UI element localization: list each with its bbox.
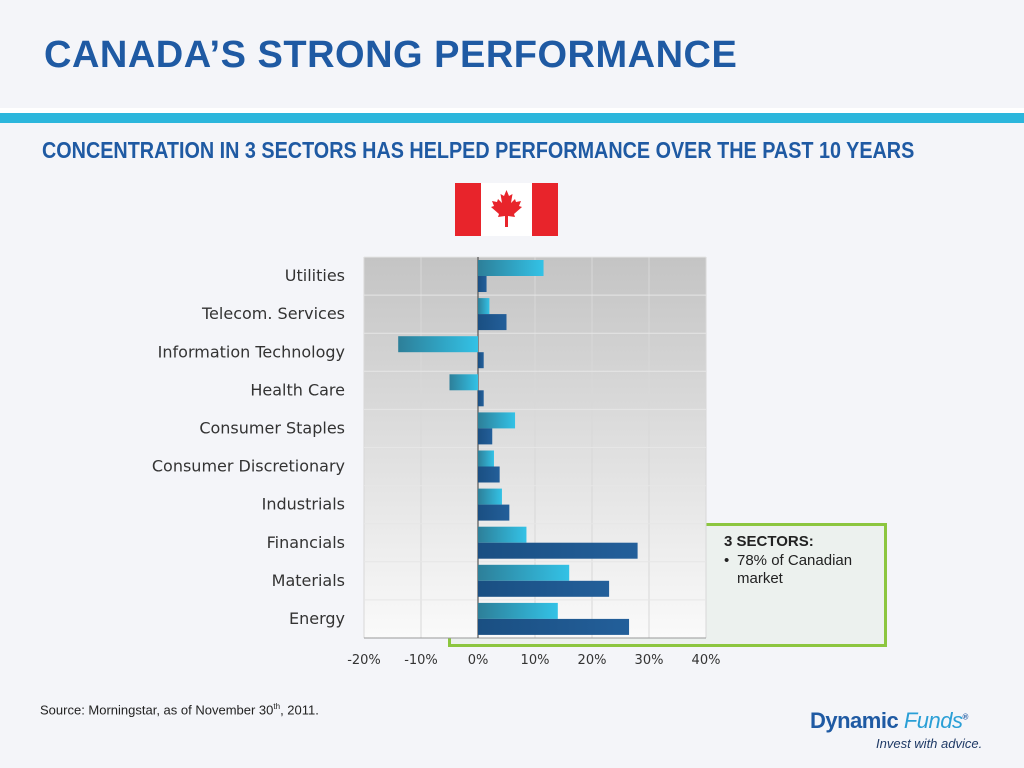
bar-series2 — [478, 428, 493, 445]
category-label: Energy — [289, 609, 345, 628]
bar-series2 — [478, 618, 630, 635]
header-divider-light — [0, 108, 1024, 113]
callout-bullet-text: 78% of Canadian market — [737, 552, 853, 587]
x-tick-label: 30% — [635, 653, 664, 668]
callout: 3 SECTORS: • 78% of Canadian market — [724, 533, 884, 588]
callout-bullet: • 78% of Canadian market — [724, 552, 884, 588]
logo-brand: Dynamic Funds® — [810, 708, 990, 734]
bar-series1 — [478, 260, 544, 276]
bar-series1 — [478, 450, 494, 467]
bar-series1 — [478, 488, 502, 505]
x-tick-label: 0% — [468, 653, 489, 668]
x-tick-label: -10% — [404, 653, 438, 668]
source-suffix: , 2011. — [280, 702, 319, 718]
page-title: CANADA’S STRONG PERFORMANCE — [44, 34, 738, 76]
bar-series1 — [478, 298, 490, 315]
category-label: Financials — [267, 533, 345, 552]
source-note: Source: Morningstar, as of November 30th… — [40, 702, 319, 717]
category-label: Telecom. Services — [201, 304, 345, 323]
category-label: Consumer Discretionary — [152, 457, 345, 476]
bar-series1 — [398, 336, 478, 353]
logo-tagline: Invest with advice. — [876, 736, 983, 751]
bar-series1 — [478, 526, 527, 543]
bar-series2 — [478, 580, 610, 597]
x-tick-label: 10% — [521, 653, 550, 668]
bar-series2 — [478, 314, 507, 331]
bar-series2 — [478, 542, 638, 559]
header-divider-accent — [0, 113, 1024, 123]
sector-performance-chart: Utilities Telecom. Services Information Te… — [152, 256, 721, 668]
category-label: Materials — [272, 571, 345, 590]
bar-series2 — [478, 352, 484, 369]
category-label: Industrials — [262, 495, 345, 514]
category-label: Consumer Staples — [199, 418, 345, 437]
bar-series2 — [478, 276, 487, 292]
logo-brand-dynamic: Dynamic — [810, 708, 899, 733]
x-tick-label: 20% — [578, 653, 607, 668]
bar-series2 — [478, 504, 510, 521]
source-prefix: Source: Morningstar, as of November 30 — [40, 702, 274, 718]
category-label: Health Care — [250, 380, 345, 399]
category-label: Information Technology — [158, 342, 345, 361]
callout-title: 3 SECTORS: — [724, 533, 814, 550]
x-tick-label: -20% — [347, 653, 381, 668]
bar-series2 — [478, 466, 500, 483]
bar-series1 — [478, 412, 516, 429]
bar-series1 — [449, 374, 478, 391]
bar-series2 — [478, 390, 484, 407]
category-label: Utilities — [285, 266, 345, 285]
logo-brand-funds: Funds — [903, 708, 963, 733]
source-superscript: th — [273, 702, 281, 711]
bar-series1 — [478, 602, 558, 619]
dynamic-funds-logo: Dynamic Funds® Invest with advice. — [810, 708, 990, 751]
x-tick-label: 40% — [692, 653, 721, 668]
bullet-icon: • — [724, 552, 730, 569]
canada-flag-icon — [455, 183, 558, 236]
page-subtitle: CONCENTRATION IN 3 SECTORS HAS HELPED PE… — [42, 137, 915, 163]
bar-series1 — [478, 564, 570, 581]
registered-mark: ® — [962, 712, 969, 722]
